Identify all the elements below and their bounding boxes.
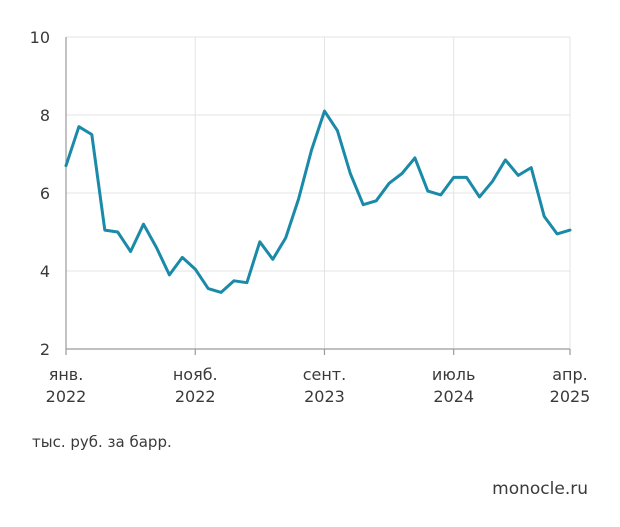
y-tick-label: 8 (40, 106, 50, 125)
x-tick-label-year: 2023 (304, 387, 345, 406)
line-chart: 2 4 6 8 10 янв. 2022 нояб. 2022 сент. 2023 июль 202… (30, 28, 591, 406)
brand-logo-text: monocle.ru (492, 479, 588, 499)
x-tick-label-year: 2022 (46, 387, 87, 406)
x-tick-label-year: 2022 (175, 387, 216, 406)
x-tick-label-month: апр. (552, 365, 588, 384)
x-axis-ticks: янв. 2022 нояб. 2022 сент. 2023 июль 2024 апр. 20… (46, 349, 591, 406)
x-tick-label-year: 2024 (433, 387, 474, 406)
series-layer (64, 109, 572, 294)
x-tick-label-month: янв. (49, 365, 84, 384)
grid (65, 36, 571, 350)
y-tick-label: 4 (40, 262, 50, 281)
x-tick-label-year: 2025 (550, 387, 591, 406)
series-line (64, 109, 572, 294)
x-tick-label-month: июль (432, 365, 476, 384)
unit-label: тыс. руб. за барр. (32, 433, 172, 451)
x-tick-label-month: сент. (303, 365, 347, 384)
x-tick-label-month: нояб. (173, 365, 218, 384)
y-axis-ticks: 2 4 6 8 10 (30, 28, 50, 359)
y-tick-label: 2 (40, 340, 50, 359)
y-tick-label: 6 (40, 184, 50, 203)
y-tick-label: 10 (30, 28, 50, 47)
